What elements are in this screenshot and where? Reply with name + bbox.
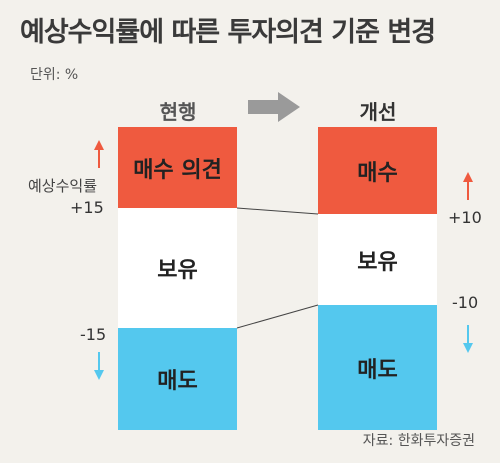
up-arrow-icon — [463, 172, 473, 200]
improved-buy-block: 매수 — [318, 127, 437, 214]
improved-sell-label: 매도 — [357, 357, 398, 383]
improved-column-heading: 개선 — [359, 100, 397, 124]
improved-buy-label: 매수 — [357, 160, 398, 186]
current-upper-threshold: +15 — [70, 198, 104, 217]
current-hold-label: 보유 — [157, 258, 198, 283]
improved-upper-threshold: +10 — [448, 208, 482, 227]
current-buy-block: 매수 의견 — [118, 127, 237, 208]
up-arrow-icon — [94, 140, 104, 168]
improved-sell-block: 매도 — [318, 305, 437, 430]
current-sell-block: 매도 — [118, 328, 237, 430]
expected-return-label: 예상수익률 — [28, 177, 98, 195]
current-hold-block: 보유 — [118, 208, 237, 328]
upper-connector-line — [236, 207, 319, 215]
down-arrow-icon — [94, 352, 104, 380]
page-title: 예상수익률에 따른 투자의견 기준 변경 — [20, 17, 436, 48]
current-buy-label: 매수 의견 — [133, 157, 222, 183]
improved-hold-label: 보유 — [357, 249, 398, 275]
current-sell-label: 매도 — [157, 369, 198, 394]
current-column-heading: 현행 — [159, 100, 197, 124]
lower-connector-line — [236, 304, 319, 329]
right-arrow-icon — [248, 92, 300, 122]
improved-hold-block: 보유 — [318, 214, 437, 305]
source-note: 자료: 한화투자증권 — [362, 433, 475, 449]
down-arrow-icon — [463, 325, 473, 353]
unit-label: 단위: % — [30, 67, 79, 83]
improved-lower-threshold: -10 — [452, 293, 479, 312]
current-lower-threshold: -15 — [80, 325, 107, 344]
